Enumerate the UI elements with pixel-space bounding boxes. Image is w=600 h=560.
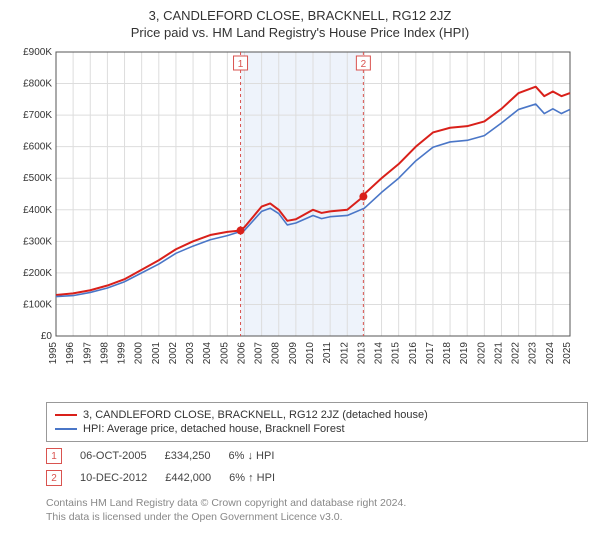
sale-row: 1 06-OCT-2005 £334,250 6% ↓ HPI — [46, 448, 588, 464]
legend-row: 3, CANDLEFORD CLOSE, BRACKNELL, RG12 2JZ… — [55, 409, 579, 421]
sale-date: 10-DEC-2012 — [80, 472, 147, 484]
svg-text:2008: 2008 — [271, 342, 282, 365]
svg-text:£900K: £900K — [23, 47, 52, 58]
svg-text:2001: 2001 — [151, 342, 162, 365]
legend: 3, CANDLEFORD CLOSE, BRACKNELL, RG12 2JZ… — [46, 402, 588, 442]
svg-text:2014: 2014 — [374, 342, 385, 365]
svg-text:2002: 2002 — [168, 342, 179, 365]
svg-text:2013: 2013 — [356, 342, 367, 365]
svg-text:2011: 2011 — [322, 342, 333, 364]
svg-text:2003: 2003 — [185, 342, 196, 365]
title-main: 3, CANDLEFORD CLOSE, BRACKNELL, RG12 2JZ — [0, 8, 600, 23]
svg-text:£800K: £800K — [23, 79, 52, 90]
sale-delta: 6% ↑ HPI — [229, 472, 275, 484]
svg-text:£200K: £200K — [23, 268, 52, 279]
legend-swatch — [55, 428, 77, 430]
legend-row: HPI: Average price, detached house, Brac… — [55, 423, 579, 435]
svg-text:2009: 2009 — [288, 342, 299, 365]
svg-text:2024: 2024 — [545, 342, 556, 365]
sale-marker-num: 2 — [51, 473, 57, 484]
svg-text:£100K: £100K — [23, 299, 52, 310]
svg-text:2016: 2016 — [408, 342, 419, 365]
root: 3, CANDLEFORD CLOSE, BRACKNELL, RG12 2JZ… — [0, 0, 600, 524]
sale-delta: 6% ↓ HPI — [229, 450, 275, 462]
chart-titles: 3, CANDLEFORD CLOSE, BRACKNELL, RG12 2JZ… — [0, 0, 600, 40]
sale-row: 2 10-DEC-2012 £442,000 6% ↑ HPI — [46, 470, 588, 486]
legend-label: 3, CANDLEFORD CLOSE, BRACKNELL, RG12 2JZ… — [83, 409, 428, 421]
svg-text:2017: 2017 — [425, 342, 436, 365]
chart-svg: £0 £100K £200K £300K £400K £500K £600K £700K £80… — [10, 46, 580, 396]
footer-line: Contains HM Land Registry data © Crown c… — [46, 496, 588, 510]
svg-text:2021: 2021 — [493, 342, 504, 365]
svg-text:1996: 1996 — [65, 342, 76, 365]
svg-text:2005: 2005 — [219, 342, 230, 365]
title-sub: Price paid vs. HM Land Registry's House … — [0, 25, 600, 40]
svg-text:2004: 2004 — [202, 342, 213, 365]
svg-text:2015: 2015 — [391, 342, 402, 365]
footer-line: This data is licensed under the Open Gov… — [46, 510, 588, 524]
svg-text:1997: 1997 — [82, 342, 93, 365]
svg-text:£700K: £700K — [23, 110, 52, 121]
svg-text:2010: 2010 — [305, 342, 316, 365]
svg-text:£400K: £400K — [23, 205, 52, 216]
footer: Contains HM Land Registry data © Crown c… — [46, 496, 588, 524]
svg-text:1998: 1998 — [99, 342, 110, 365]
svg-text:2025: 2025 — [562, 342, 573, 365]
svg-text:1999: 1999 — [117, 342, 128, 365]
svg-text:2006: 2006 — [236, 342, 247, 365]
svg-text:2023: 2023 — [528, 342, 539, 365]
svg-text:£0: £0 — [41, 331, 53, 342]
svg-text:2019: 2019 — [459, 342, 470, 365]
svg-text:2007: 2007 — [254, 342, 265, 365]
sale-price: £442,000 — [165, 472, 211, 484]
svg-text:2012: 2012 — [339, 342, 350, 365]
svg-text:£600K: £600K — [23, 142, 52, 153]
sale-marker-box: 1 — [46, 448, 62, 464]
sale-date: 06-OCT-2005 — [80, 450, 147, 462]
chart: £0 £100K £200K £300K £400K £500K £600K £700K £80… — [10, 46, 580, 396]
svg-text:£300K: £300K — [23, 236, 52, 247]
svg-text:£500K: £500K — [23, 173, 52, 184]
legend-label: HPI: Average price, detached house, Brac… — [83, 423, 345, 435]
svg-text:2022: 2022 — [511, 342, 522, 365]
sale-marker-box: 2 — [46, 470, 62, 486]
svg-text:2: 2 — [361, 59, 367, 70]
sale-marker-num: 1 — [51, 451, 57, 462]
svg-text:2020: 2020 — [476, 342, 487, 365]
svg-text:1: 1 — [238, 59, 244, 70]
legend-swatch — [55, 414, 77, 416]
sale-price: £334,250 — [165, 450, 211, 462]
svg-text:1995: 1995 — [48, 342, 59, 365]
svg-text:2000: 2000 — [134, 342, 145, 365]
svg-text:2018: 2018 — [442, 342, 453, 365]
